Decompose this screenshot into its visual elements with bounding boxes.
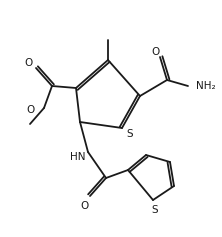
Text: O: O [80, 201, 88, 211]
Text: S: S [127, 129, 133, 139]
Text: HN: HN [70, 152, 86, 162]
Text: S: S [152, 205, 158, 215]
Text: O: O [24, 58, 32, 68]
Text: NH₂: NH₂ [196, 81, 216, 91]
Text: O: O [26, 105, 34, 115]
Text: O: O [152, 47, 160, 57]
